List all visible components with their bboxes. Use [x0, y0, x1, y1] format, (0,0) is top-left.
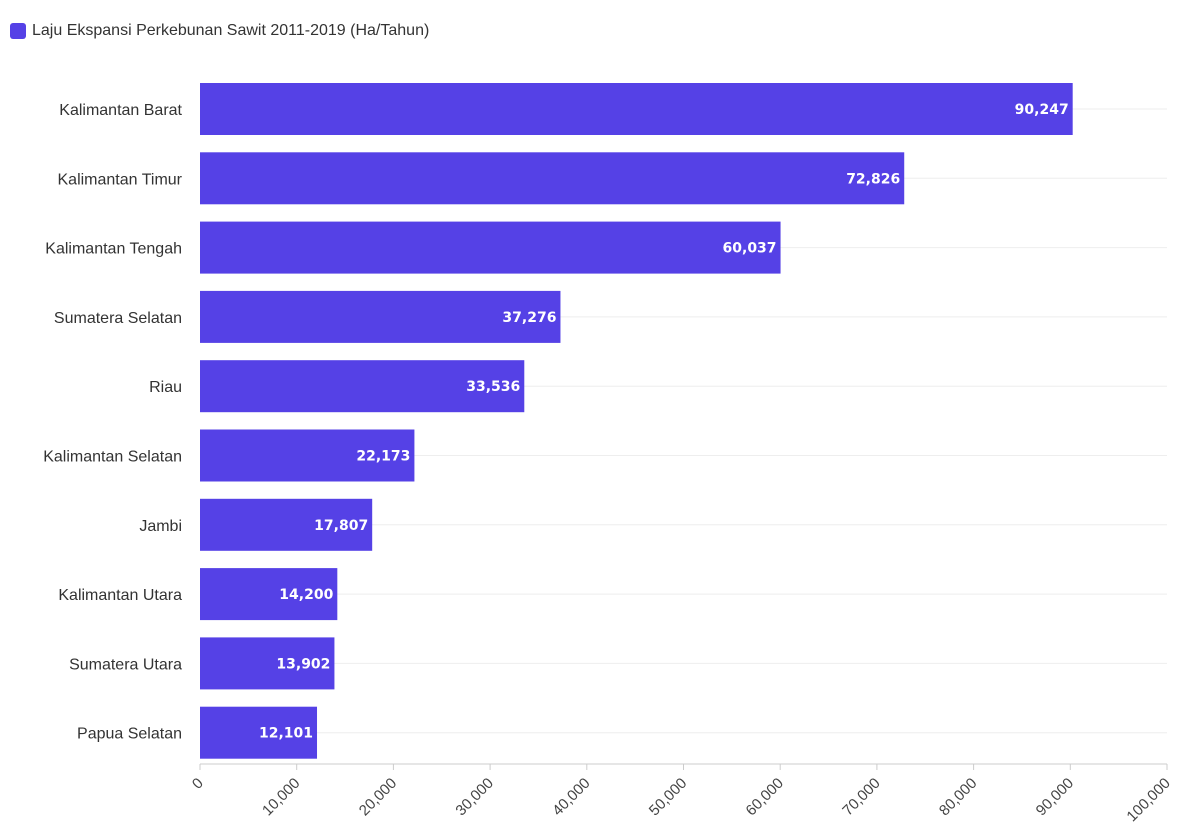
bar[interactable] — [200, 429, 415, 482]
bar[interactable] — [200, 498, 373, 551]
legend: Laju Ekspansi Perkebunan Sawit 2011-2019… — [10, 20, 429, 42]
category-label: Riau — [149, 379, 182, 396]
bar-value-label: 33,536 — [466, 379, 520, 395]
x-tick-label: 90,000 — [1033, 775, 1077, 819]
bar[interactable] — [200, 568, 338, 621]
x-tick-label: 30,000 — [452, 775, 496, 819]
category-label: Jambi — [139, 518, 182, 535]
category-label: Kalimantan Tengah — [45, 241, 182, 258]
x-tick-label: 40,000 — [549, 775, 593, 819]
x-tick-label: 70,000 — [839, 775, 883, 819]
category-label: Papua Selatan — [77, 726, 182, 743]
category-label: Kalimantan Timur — [58, 171, 183, 188]
x-tick-label: 50,000 — [646, 775, 690, 819]
bar[interactable] — [200, 360, 525, 413]
bar[interactable] — [200, 83, 1073, 135]
bar-value-label: 22,173 — [356, 449, 410, 465]
bar-value-label: 72,826 — [846, 171, 900, 187]
bar[interactable] — [200, 706, 318, 759]
category-label: Kalimantan Utara — [58, 587, 182, 604]
bar[interactable] — [200, 290, 561, 343]
x-tick-label: 10,000 — [259, 775, 303, 819]
category-label: Sumatera Utara — [69, 656, 182, 673]
bar-value-label: 37,276 — [502, 310, 556, 326]
legend-label: Laju Ekspansi Perkebunan Sawit 2011-2019… — [32, 22, 430, 39]
category-label: Kalimantan Selatan — [43, 449, 182, 466]
legend-swatch — [10, 23, 26, 39]
x-tick-label: 100,000 — [1123, 775, 1173, 825]
x-tick-label: 20,000 — [356, 775, 400, 819]
bar[interactable] — [200, 637, 335, 690]
x-tick-label: 60,000 — [743, 775, 787, 819]
bar-value-label: 60,037 — [723, 241, 777, 257]
category-label: Kalimantan Barat — [59, 102, 182, 119]
bar-value-label: 13,902 — [276, 656, 330, 672]
bar[interactable] — [200, 152, 905, 205]
bar-value-label: 90,247 — [1015, 102, 1069, 118]
bar-value-label: 12,101 — [259, 726, 313, 742]
category-labels: Kalimantan Barat Kalimantan Timur Kalimant… — [43, 102, 182, 743]
category-label: Sumatera Selatan — [54, 310, 182, 327]
bar-value-label: 17,807 — [314, 518, 368, 534]
bar[interactable] — [200, 221, 781, 274]
x-tick-label: 80,000 — [936, 775, 980, 819]
x-axis: 0 10,000 20,000 30,000 40,000 50,000 60,000 70,… — [189, 763, 1174, 825]
bars: 90,247 72,826 60,037 37,276 33,536 22,173 17,8… — [200, 83, 1073, 759]
bar-value-label: 14,200 — [279, 587, 333, 603]
x-tick-label: 0 — [189, 775, 207, 793]
